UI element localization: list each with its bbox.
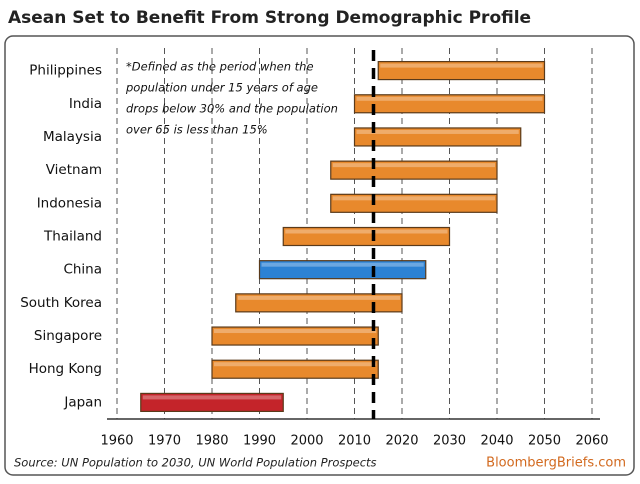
bar <box>140 392 284 413</box>
bar <box>258 260 427 280</box>
brand: BloombergBriefs.com <box>486 456 626 471</box>
bar-highlight <box>285 229 448 234</box>
bar <box>377 60 546 81</box>
bar <box>235 293 403 313</box>
y-tick-label: South Korea <box>20 295 102 311</box>
y-tick-label: Singapore <box>34 328 102 344</box>
bar-highlight <box>214 329 377 334</box>
bar-highlight <box>237 295 400 300</box>
bar-highlight <box>356 129 519 134</box>
bar <box>282 226 451 247</box>
bar-highlight <box>142 395 282 400</box>
note: population under 15 years of age <box>125 81 318 95</box>
note: drops below 30% and the population <box>126 102 338 116</box>
bar-highlight <box>332 196 495 201</box>
y-tick-label: India <box>69 96 102 112</box>
x-tick-label: 2020 <box>385 434 418 449</box>
x-tick-label: 2060 <box>575 434 608 449</box>
bar <box>211 326 379 346</box>
y-tick-label: Malaysia <box>43 129 102 145</box>
y-tick-label: Hong Kong <box>29 361 102 377</box>
x-tick-label: 1980 <box>195 434 228 449</box>
bar-highlight <box>380 63 543 68</box>
x-tick-label: 1990 <box>243 434 276 449</box>
chart-title: Asean Set to Benefit From Strong Demogra… <box>8 8 531 28</box>
bar-highlight <box>356 96 543 101</box>
x-tick-label: 2010 <box>338 434 371 449</box>
x-tick-label: 1960 <box>100 434 133 449</box>
bar <box>353 127 522 147</box>
y-tick-label: Philippines <box>29 63 102 79</box>
bar-highlight <box>261 262 424 267</box>
note: over 65 is less than 15% <box>126 123 268 137</box>
y-tick-label: Japan <box>63 394 102 410</box>
bar-highlight <box>214 362 377 367</box>
y-tick-label: Indonesia <box>37 195 102 211</box>
source: Source: UN Population to 2030, UN World … <box>14 456 377 470</box>
y-tick-label: China <box>63 262 102 278</box>
x-tick-label: 2030 <box>433 434 466 449</box>
x-tick-label: 2000 <box>290 434 323 449</box>
bar <box>353 94 546 114</box>
y-tick-label: Vietnam <box>46 162 102 178</box>
y-tick-label: Thailand <box>43 229 102 245</box>
x-tick-label: 2040 <box>480 434 513 449</box>
x-tick-label: 2050 <box>528 434 561 449</box>
bar-highlight <box>332 163 495 168</box>
note: *Defined as the period when the <box>126 60 314 74</box>
x-tick-label: 1970 <box>148 434 181 449</box>
bar <box>211 359 379 379</box>
